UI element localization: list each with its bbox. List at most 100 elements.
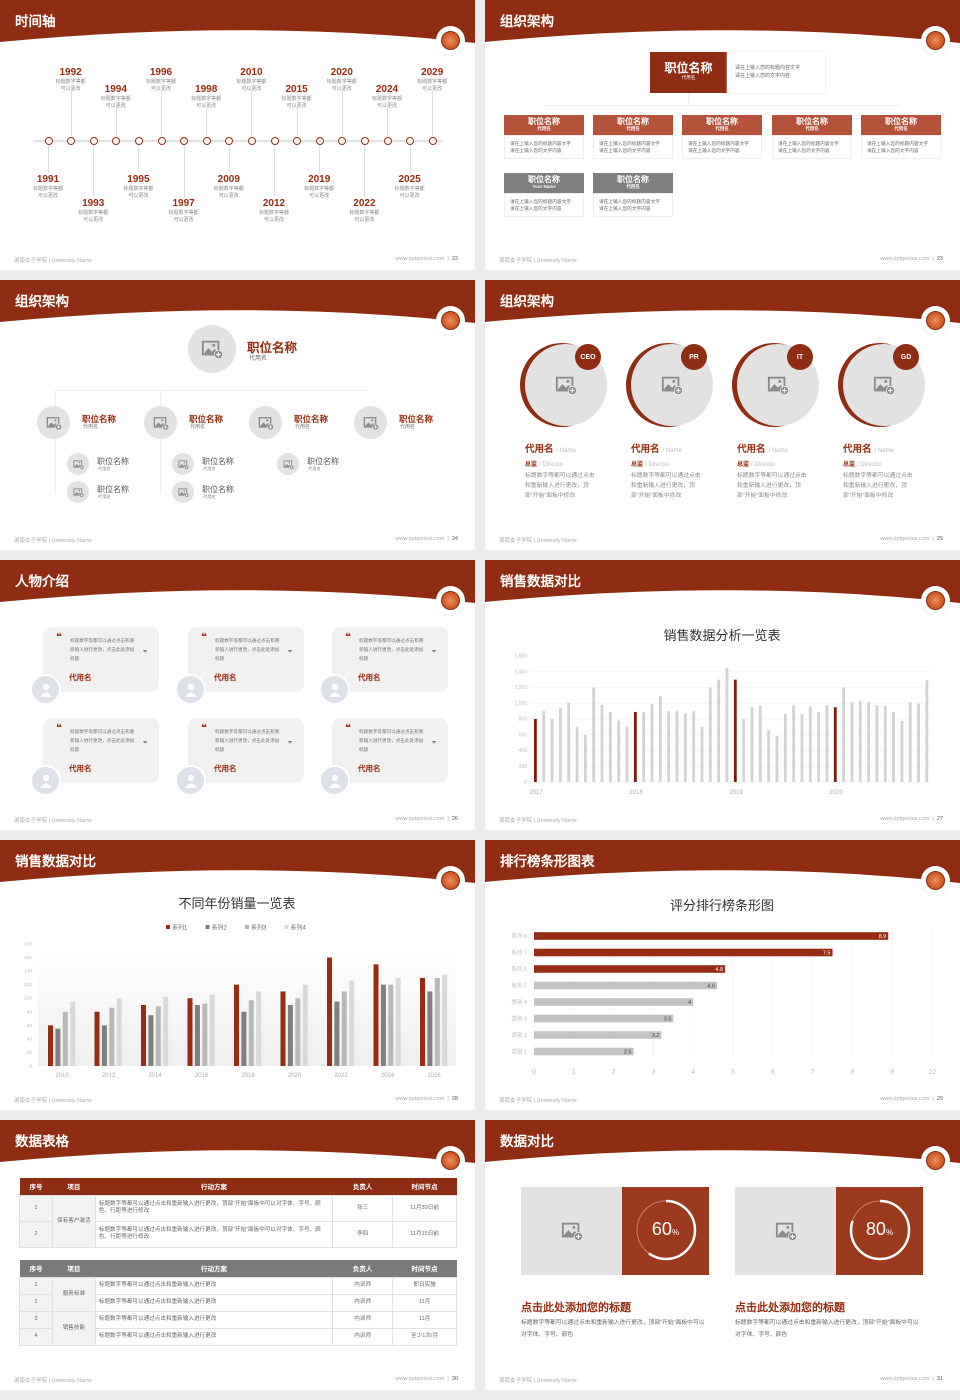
team-role: 总监 bbox=[843, 462, 856, 468]
timeline-node[interactable] bbox=[315, 136, 324, 145]
bar bbox=[867, 702, 870, 782]
legend-label: 系列3 bbox=[251, 924, 267, 932]
image-placeholder[interactable] bbox=[521, 1187, 622, 1275]
timeline-connector bbox=[115, 108, 117, 136]
org-card-header[interactable]: 职位名称 代用名 bbox=[772, 115, 852, 135]
org-card-header[interactable]: 职位名称 Your Name bbox=[504, 173, 584, 193]
timeline-node[interactable] bbox=[112, 136, 121, 145]
y-tick-label: 180 bbox=[24, 942, 32, 948]
org-sub-photo[interactable] bbox=[277, 453, 299, 475]
timeline-node[interactable] bbox=[134, 136, 143, 145]
org-member-photo[interactable] bbox=[249, 406, 282, 439]
org-sub-photo[interactable] bbox=[172, 481, 194, 503]
bar bbox=[534, 1031, 662, 1039]
bar bbox=[388, 984, 394, 1066]
team-name-en: / Name bbox=[874, 448, 894, 454]
org-card-header[interactable]: 职位名称 代用名 bbox=[861, 115, 941, 135]
quote-open-icon: ❝ bbox=[201, 723, 207, 734]
percent-panel: 80% bbox=[836, 1187, 923, 1275]
cell-owner: 内训师 bbox=[332, 1276, 394, 1295]
slide-31: 数据对比 湖南女子学院 | University Name www.pptgeniu… bbox=[485, 1120, 960, 1390]
bar bbox=[617, 720, 621, 782]
org-member-photo[interactable] bbox=[37, 406, 70, 439]
org-top-photo[interactable] bbox=[188, 325, 236, 373]
timeline-node[interactable] bbox=[225, 136, 234, 145]
slide-title: 组织架构 bbox=[500, 294, 554, 309]
org-card-line: 请在上输入您的文字内容 bbox=[510, 148, 562, 153]
timeline-node[interactable] bbox=[157, 136, 166, 145]
timeline-year: 2012 bbox=[262, 198, 286, 209]
column-header: 负责人 bbox=[352, 1266, 373, 1274]
org-member-photo[interactable] bbox=[354, 406, 387, 439]
legend-swatch bbox=[245, 925, 249, 929]
timeline-event: 1997 标题数字等都 可以更改 bbox=[159, 198, 209, 223]
quote-open-icon: ❝ bbox=[201, 632, 207, 643]
bar bbox=[141, 1005, 146, 1066]
bar bbox=[373, 964, 379, 1066]
timeline-connector bbox=[228, 145, 230, 173]
org-sub-sub: 代用名 bbox=[203, 466, 216, 471]
testimonial-text: 标题数字等都可以通过点击和重新输入进行更改，点击此处添加标题 bbox=[215, 729, 280, 752]
timeline-connector bbox=[70, 91, 72, 136]
image-placeholder-icon bbox=[177, 487, 189, 498]
team-name-line: 代用名 / Name bbox=[737, 439, 788, 457]
org-card-header[interactable]: 职位名称 代用名 bbox=[504, 115, 584, 135]
org-member-title: 职位名称 bbox=[82, 414, 117, 424]
action-plan-table: 序号 项目 行动方案 负责人 时间节点 1 服务标准 标题数字等都可以通过点击和重新输入进行更… bbox=[19, 1260, 457, 1346]
legend-label: 系列4 bbox=[291, 924, 307, 932]
org-card-header[interactable]: 职位名称 代用名 bbox=[593, 115, 673, 135]
timeline-text: 标题数字等都 bbox=[100, 96, 131, 102]
org-sub-photo[interactable] bbox=[67, 481, 89, 503]
org-top-desc-line: 请在上输入您的文字内容 bbox=[735, 73, 791, 79]
person-icon bbox=[328, 683, 341, 697]
timeline-node[interactable] bbox=[67, 136, 76, 145]
legend-swatch bbox=[284, 925, 289, 929]
org-card-header[interactable]: 职位名称 代用名 bbox=[593, 173, 673, 193]
header-banner bbox=[0, 560, 475, 603]
x-tick-label: 2016 bbox=[195, 1073, 209, 1079]
chart-title: 销售数据分析一览表 bbox=[663, 628, 780, 643]
timeline-node[interactable] bbox=[270, 136, 279, 145]
timeline-connector bbox=[183, 145, 185, 197]
timeline-connector bbox=[206, 108, 207, 136]
org-card-title: 职位名称 bbox=[706, 117, 738, 126]
timeline-node[interactable] bbox=[406, 136, 415, 145]
timeline-node[interactable] bbox=[338, 136, 347, 145]
data-label: 4.8 bbox=[715, 967, 723, 973]
org-member-photo[interactable] bbox=[144, 406, 177, 439]
timeline-node[interactable] bbox=[247, 136, 256, 145]
x-tick-label: 2014 bbox=[148, 1073, 162, 1079]
org-sub-photo[interactable] bbox=[172, 453, 194, 475]
quote-close-icon: ❞ bbox=[143, 741, 148, 748]
timeline-node[interactable] bbox=[202, 136, 211, 145]
bar bbox=[550, 719, 554, 782]
logo-emblem-icon bbox=[441, 1151, 460, 1170]
org-card-header[interactable]: 职位名称 代用名 bbox=[682, 115, 762, 135]
image-placeholder[interactable] bbox=[735, 1187, 836, 1275]
timeline-node[interactable] bbox=[180, 136, 189, 145]
team-photo[interactable] bbox=[737, 344, 819, 426]
timeline-text: 标题数字等都 bbox=[326, 79, 357, 85]
timeline-node[interactable] bbox=[293, 136, 302, 145]
bar bbox=[683, 713, 687, 782]
page-number: 24 bbox=[451, 536, 458, 542]
y-tick-label: 系列 6 bbox=[511, 965, 527, 973]
team-desc: 标题数字等都可以通过点击和重新输入进行更改，顶部“开始”面板中修改 bbox=[843, 473, 913, 499]
testimonial-card: ❝ 标题数字等都可以通过点击和重新输入进行更改，点击此处添加标题 ❞ 代用名 bbox=[332, 718, 448, 783]
image-placeholder-icon bbox=[46, 416, 62, 430]
bar bbox=[163, 996, 169, 1066]
sales-chart: 销售数据分析一览表 0 200 400 600 800 1,000 1,200 1,400 1,6… bbox=[514, 628, 932, 796]
timeline-node[interactable] bbox=[428, 136, 437, 145]
person-icon bbox=[39, 774, 52, 788]
timeline-node[interactable] bbox=[89, 136, 98, 145]
timeline-node[interactable] bbox=[360, 136, 369, 145]
cell-project: 服务标准 bbox=[51, 1276, 96, 1312]
quote-open-icon: ❝ bbox=[56, 632, 62, 643]
timeline-event: 1991 标题数字等都 可以更改 bbox=[23, 174, 73, 199]
yearly-sales-chart: 不同年份销量一览表 0 20 40 60 80 100 120 140 160 180 系列1 系列2 系… bbox=[24, 896, 456, 1079]
org-sub-photo[interactable] bbox=[67, 453, 89, 475]
slide-25: 组织架构 湖南女子学院 | University Name www.pptgeniu… bbox=[485, 280, 960, 550]
header-banner-shape bbox=[0, 560, 475, 603]
timeline-node[interactable] bbox=[44, 136, 53, 145]
timeline-node[interactable] bbox=[383, 136, 392, 145]
